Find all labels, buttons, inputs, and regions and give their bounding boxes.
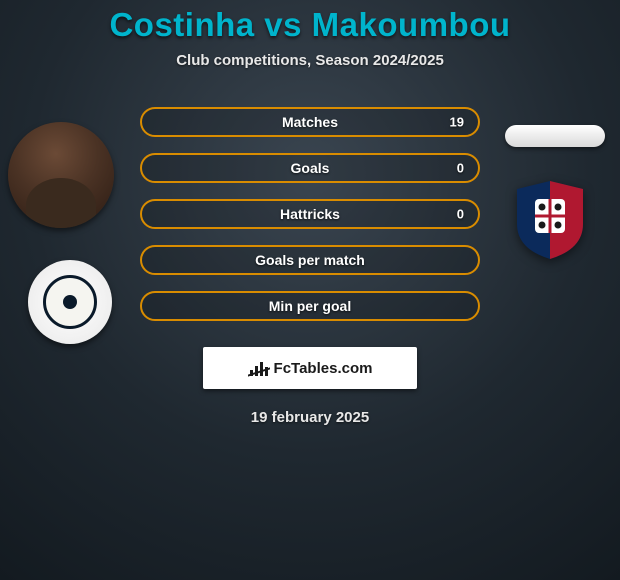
comparison-card: Costinha vs Makoumbou Club competitions,… (0, 0, 620, 426)
cagliari-crest-icon (513, 179, 587, 261)
avatar (8, 122, 114, 228)
brand-box[interactable]: FcTables.com (203, 347, 417, 389)
stat-row: Matches 19 (140, 107, 480, 137)
stat-label: Hattricks (280, 206, 340, 222)
page-title: Costinha vs Makoumbou (0, 6, 620, 44)
stat-value-right: 19 (450, 115, 464, 130)
stat-value-right: 0 (457, 207, 464, 222)
stat-label: Min per goal (269, 298, 351, 314)
stat-label: Matches (282, 114, 338, 130)
subtitle: Club competitions, Season 2024/2025 (0, 52, 620, 69)
stat-label: Goals (291, 160, 330, 176)
stat-label: Goals per match (255, 252, 365, 268)
right-pill-icon (505, 125, 605, 147)
brand-label: FcTables.com (274, 360, 373, 377)
stats-list: Matches 19 Goals 0 Hattricks 0 Goals per… (140, 107, 480, 321)
club-badge-left (28, 260, 112, 344)
stat-row: Min per goal (140, 291, 480, 321)
bar-chart-icon (248, 360, 270, 376)
stat-value-right: 0 (457, 161, 464, 176)
date-label: 19 february 2025 (0, 409, 620, 426)
stat-row: Goals 0 (140, 153, 480, 183)
stat-row: Goals per match (140, 245, 480, 275)
atalanta-crest-icon (43, 275, 97, 329)
club-badge-right (500, 178, 600, 262)
stat-row: Hattricks 0 (140, 199, 480, 229)
